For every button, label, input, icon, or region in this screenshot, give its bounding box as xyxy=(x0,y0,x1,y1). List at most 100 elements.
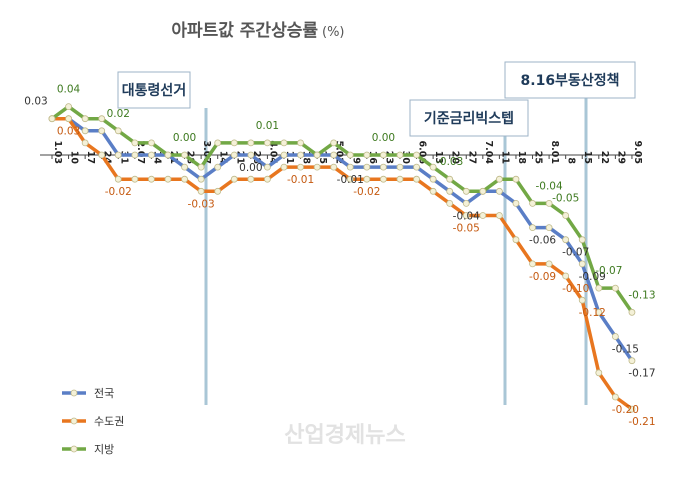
data-point xyxy=(114,175,122,183)
annotation-box xyxy=(117,71,191,109)
annotation-box xyxy=(409,99,529,137)
data-label: -0.20 xyxy=(612,404,639,416)
data-point xyxy=(148,139,155,147)
data-label: 0.00 xyxy=(372,132,395,144)
x-tick-label: 10 xyxy=(69,151,80,165)
data-point xyxy=(396,163,404,171)
data-label: -0.01 xyxy=(287,174,314,186)
data-point xyxy=(81,139,89,147)
annotation-box xyxy=(504,61,636,99)
data-point xyxy=(346,163,354,171)
data-point xyxy=(181,163,188,171)
data-point xyxy=(65,115,72,123)
data-point xyxy=(164,151,172,159)
watermark: 산업경제뉴스 xyxy=(284,423,405,448)
x-tick-label: 25 xyxy=(317,151,328,164)
data-point xyxy=(81,127,89,135)
legend-marker xyxy=(70,389,78,397)
chart-title: 아파트값 주간상승률 xyxy=(171,21,318,41)
data-point xyxy=(611,284,619,292)
data-point xyxy=(578,296,586,304)
data-label: -0.02 xyxy=(105,186,132,198)
legend-label: 전국 xyxy=(94,387,114,400)
data-point xyxy=(197,175,205,183)
data-point xyxy=(446,199,454,207)
data-point xyxy=(214,187,222,195)
data-point xyxy=(595,308,603,316)
data-point xyxy=(65,103,72,110)
data-label: -0.17 xyxy=(628,368,655,380)
data-point xyxy=(529,199,536,207)
legend-label: 지방 xyxy=(94,443,114,456)
data-point xyxy=(98,151,106,159)
x-tick-label: 17 xyxy=(85,151,96,164)
x-tick-label: 25 xyxy=(533,151,544,164)
x-tick-label: 14 xyxy=(151,151,162,165)
annotation-text: 대통령선거 xyxy=(122,83,186,99)
data-point xyxy=(363,151,371,159)
data-point xyxy=(247,175,255,183)
data-point xyxy=(81,115,89,123)
data-point xyxy=(562,236,570,244)
data-label: -0.09 xyxy=(529,271,556,283)
data-point xyxy=(512,199,520,207)
data-point xyxy=(429,163,437,171)
data-point xyxy=(131,175,139,183)
data-point xyxy=(247,151,255,159)
data-point xyxy=(529,224,536,232)
data-label: -0.09 xyxy=(579,271,606,283)
x-tick-label: 18 xyxy=(516,151,527,165)
x-tick-label: 4.04 xyxy=(267,141,278,165)
data-point xyxy=(48,115,56,123)
data-point xyxy=(479,212,487,219)
data-point xyxy=(264,175,271,183)
data-point xyxy=(330,151,338,159)
x-tick-label: 18 xyxy=(301,151,312,165)
data-point xyxy=(280,139,288,147)
x-tick-label: 13 xyxy=(433,151,444,164)
data-label: -0.21 xyxy=(628,416,655,428)
data-point xyxy=(363,175,371,183)
data-label: 0.03 xyxy=(57,126,80,138)
data-point xyxy=(181,151,188,159)
x-tick-label: 11 xyxy=(284,151,295,164)
x-tick-label: 3.07 xyxy=(201,141,212,164)
data-point xyxy=(429,175,437,183)
x-tick-label: 15 xyxy=(582,151,593,164)
data-point xyxy=(214,163,222,171)
data-point xyxy=(264,139,271,147)
data-point xyxy=(313,163,321,171)
data-point xyxy=(197,187,205,195)
data-label: -0.15 xyxy=(612,344,639,356)
x-tick-label: 7.04 xyxy=(483,141,494,165)
x-tick-label: 29 xyxy=(615,151,626,164)
data-label: 0.00 xyxy=(239,162,262,174)
data-point xyxy=(562,212,570,219)
data-point xyxy=(413,163,420,171)
data-point xyxy=(131,151,139,159)
data-label: -0.07 xyxy=(562,247,589,259)
data-point xyxy=(346,151,354,159)
data-point xyxy=(512,175,520,183)
x-tick-label: 24 xyxy=(102,151,113,165)
legend-marker xyxy=(70,445,78,453)
data-point xyxy=(363,163,371,171)
data-point xyxy=(446,175,454,183)
data-label: -0.05 xyxy=(552,193,579,205)
x-tick-label: 20 xyxy=(450,151,461,165)
annotation-text: 기준금리빅스텝 xyxy=(424,110,514,127)
data-point xyxy=(313,151,321,159)
x-tick-label: 23 xyxy=(383,151,394,164)
data-point xyxy=(297,151,304,159)
data-point xyxy=(396,175,404,183)
data-point xyxy=(230,151,238,159)
data-point xyxy=(479,187,487,195)
data-point xyxy=(214,139,222,147)
data-point xyxy=(181,175,188,183)
x-tick-label: 14 xyxy=(218,151,229,165)
data-point xyxy=(578,260,586,268)
data-label: -0.10 xyxy=(562,283,589,295)
data-point xyxy=(346,175,354,183)
data-point xyxy=(297,163,304,171)
